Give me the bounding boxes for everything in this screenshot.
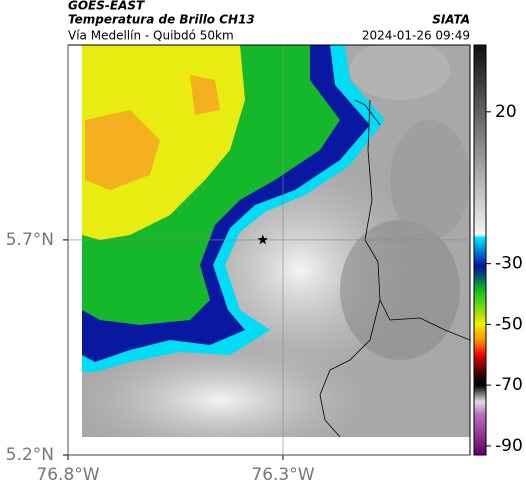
agency: SIATA — [432, 13, 470, 27]
colorbar-tick-label: -30 — [495, 254, 523, 274]
lat-tick-label: 5.2°N — [6, 445, 54, 465]
colorbar-tick-label: 20 — [495, 102, 517, 122]
source: GOES-EAST — [68, 0, 145, 13]
colorbar — [473, 44, 487, 456]
title: Temperatura de Brillo CH13 — [68, 13, 255, 27]
colorbar-tick-label: -70 — [495, 375, 523, 395]
subtitle: Vía Medellín - Quibdó 50km — [68, 29, 234, 43]
colorbar-tick-label: -50 — [495, 314, 523, 334]
timestamp: 2024-01-26 09:49 — [362, 29, 470, 43]
lat-tick-label: 5.7°N — [6, 230, 54, 250]
colorbar-tick-label: -90 — [495, 436, 523, 456]
lon-tick-label: 76.3°W — [251, 465, 314, 485]
lon-tick-label: 76.8°W — [36, 465, 99, 485]
location-marker — [257, 234, 268, 245]
satellite-image — [82, 45, 470, 437]
